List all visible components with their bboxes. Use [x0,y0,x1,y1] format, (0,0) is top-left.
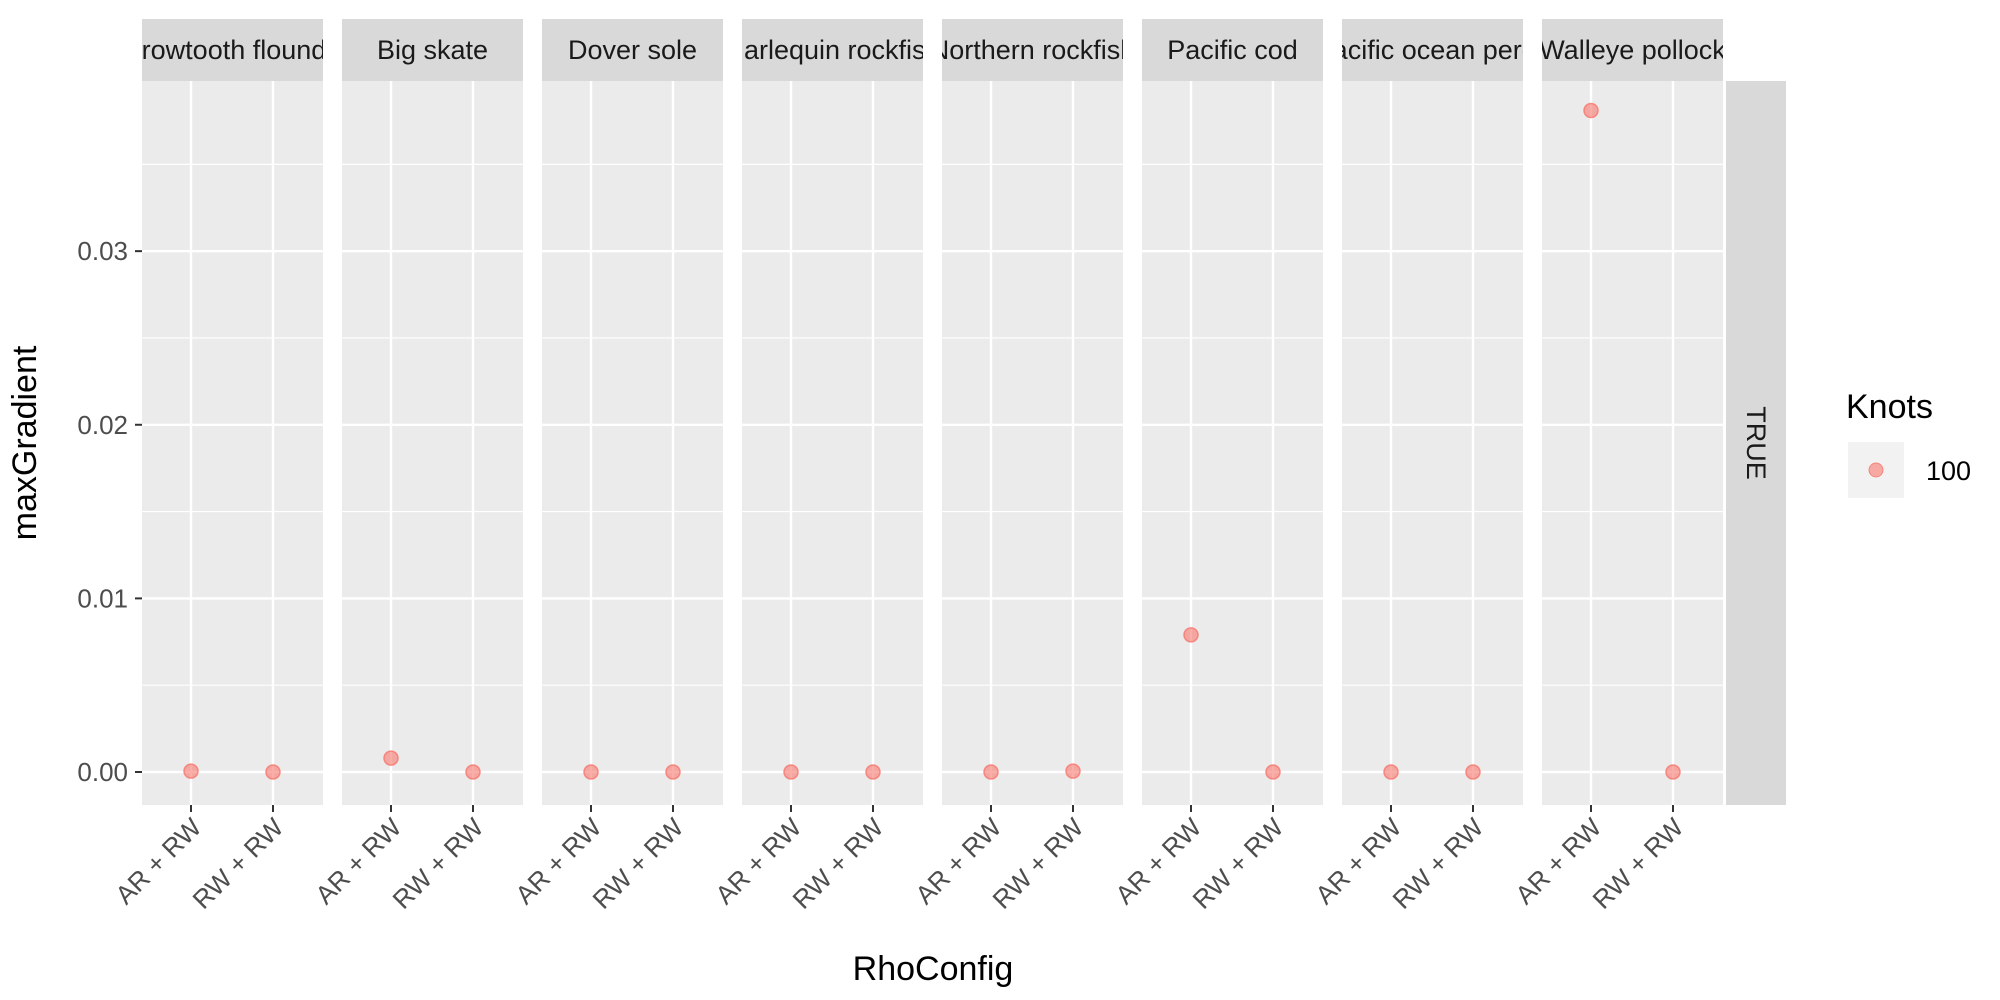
facet-strip-background [1342,19,1523,81]
data-point [583,764,599,780]
data-point [665,764,681,780]
row-strip-label: TRUE [1741,406,1771,480]
x-axis-title: RhoConfig [853,950,1014,988]
facet-strip-label: Big skate [377,35,488,65]
y-axis: 0.00 0.01 0.02 0.03 [77,236,142,787]
x-tick-label: RW + RW [786,812,889,915]
facet-strip-label: Northern rockfish [930,35,1136,65]
x-tick-label: RW + RW [1586,812,1689,915]
data-point [1665,764,1681,780]
panel-background [542,81,723,805]
panel-background [1342,81,1523,805]
facet-strip-label: Walleye pollock [1539,35,1726,65]
x-tick-label: RW + RW [386,812,489,915]
data-point [383,750,399,766]
row-strip-background [1726,81,1786,805]
facet-strip-label: Pacific cod [1167,35,1298,65]
y-tick-label: 0.00 [77,757,128,787]
y-axis-title: maxGradient [6,345,44,540]
facet-strip-background [1542,19,1723,81]
panel-background [342,81,523,805]
data-point [983,764,999,780]
data-point [1465,764,1481,780]
y-tick-label: 0.03 [77,236,128,266]
panel-background [942,81,1123,805]
y-tick-label: 0.01 [77,583,128,613]
legend: Knots 100 [1846,388,1971,498]
facet-strip-background [542,19,723,81]
x-tick-label: RW + RW [186,812,289,915]
data-point [783,764,799,780]
panel-background [142,81,323,805]
legend-title: Knots [1846,388,1933,426]
facet-strip-background [742,19,923,81]
facet-strip-background [142,19,323,81]
data-point [1583,102,1599,119]
data-point [865,764,881,780]
data-point [1183,627,1199,643]
data-point [183,763,199,779]
facet-strip-background [942,19,1123,81]
y-tick-label: 0.02 [77,410,128,440]
x-tick-label: RW + RW [586,812,689,915]
facet-strip-label: Harlequin rockfish [724,35,940,65]
data-point [1383,764,1399,780]
x-tick-label: RW + RW [986,812,1089,915]
x-tick-label: RW + RW [1386,812,1489,915]
facet-strip-background [1142,19,1323,81]
facet-strip-label: Pacific ocean perch [1315,35,1551,65]
data-point [265,764,281,780]
data-point [1065,763,1081,779]
legend-label: 100 [1926,456,1971,486]
panel-background [742,81,923,805]
x-tick-label: RW + RW [1186,812,1289,915]
row-facet-strip: TRUE [1726,81,1786,805]
data-point [1265,764,1281,780]
facet-strip-label: Arrowtooth flounder [115,35,351,65]
data-point [465,764,481,780]
panel-background [1142,81,1323,805]
facet-strip-label: Dover sole [568,35,697,65]
panel-background [1542,81,1723,805]
facet-strip-background [342,19,523,81]
legend-key-point [1868,462,1884,478]
